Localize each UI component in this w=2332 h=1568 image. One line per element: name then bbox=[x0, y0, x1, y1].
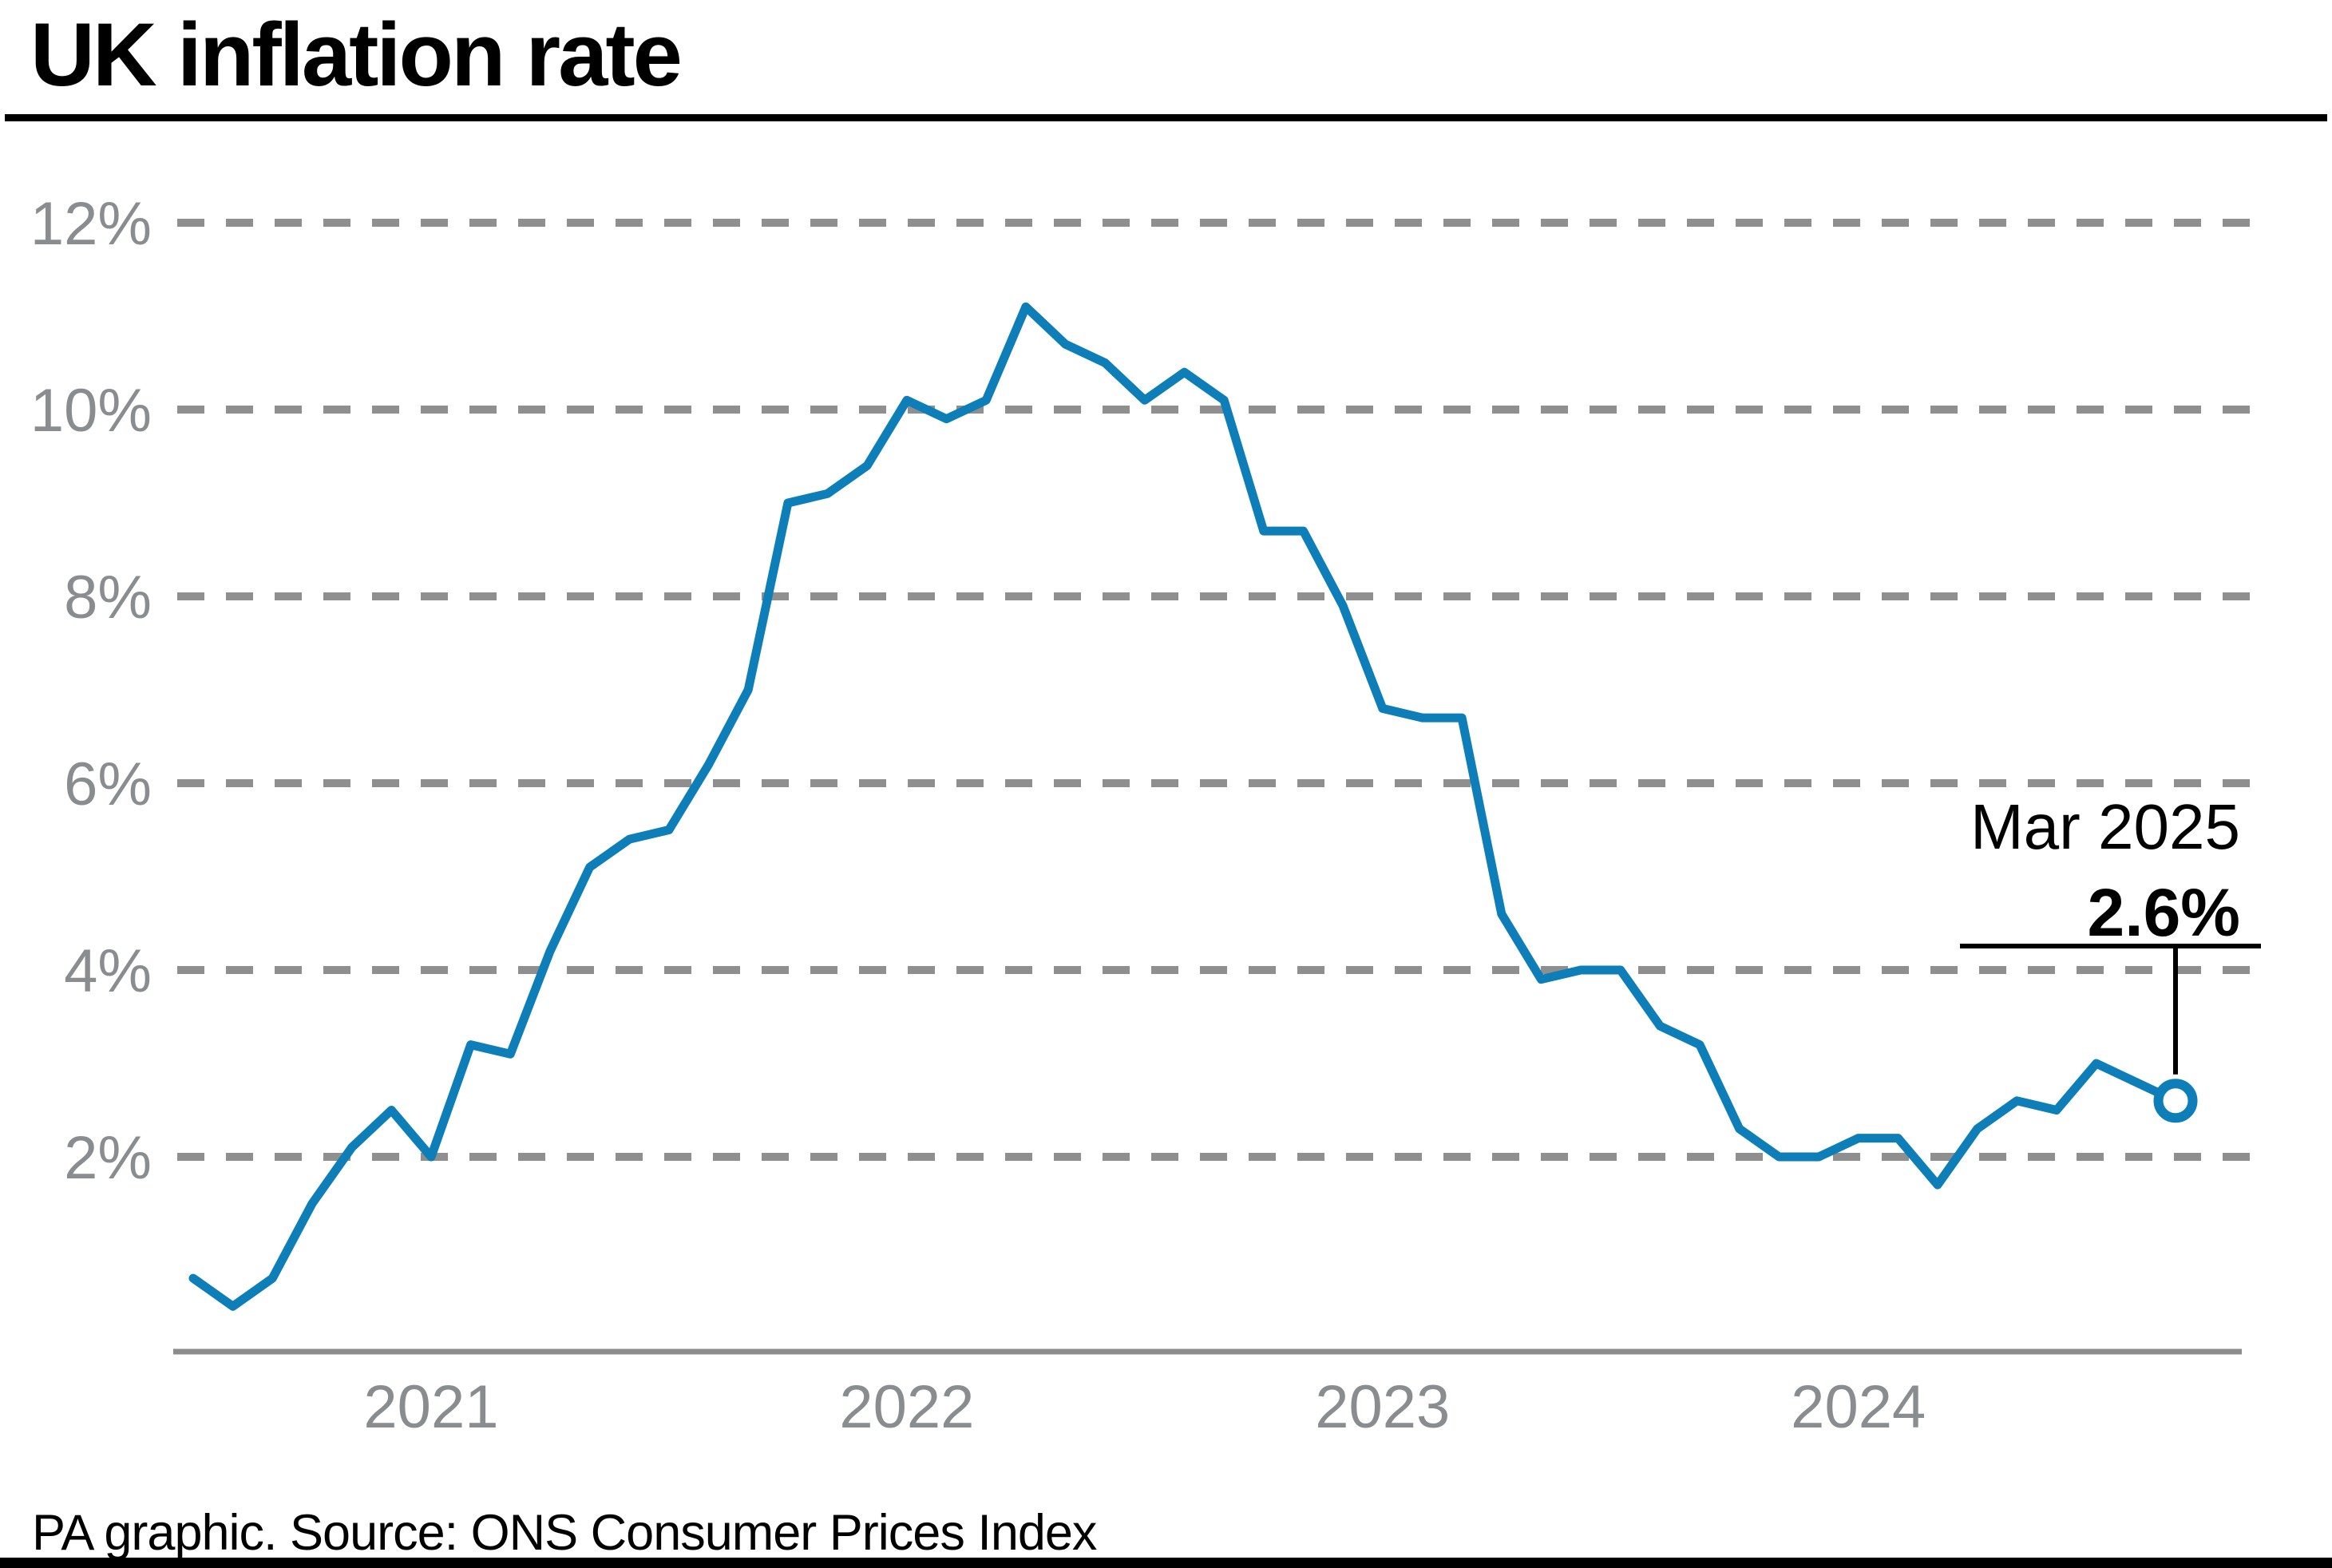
y-tick-label-2%: 2% bbox=[64, 1124, 152, 1192]
inflation-line bbox=[188, 302, 2180, 1311]
bottom-bar bbox=[0, 1558, 2332, 1568]
latest-value-annotation: Mar 2025 2.6% bbox=[1960, 791, 2261, 1075]
page-title: UK inflation rate bbox=[30, 5, 683, 105]
y-tick-label-12%: 12% bbox=[30, 190, 152, 258]
y-tick-label-4%: 4% bbox=[64, 937, 152, 1005]
source-credit: PA graphic. Source: ONS Consumer Prices … bbox=[32, 1505, 1097, 1561]
x-tick-label-2022: 2022 bbox=[839, 1373, 974, 1441]
y-axis-tick-labels: 2% 4% 6% 8% 10% 12% bbox=[30, 190, 152, 1192]
x-tick-label-2023: 2023 bbox=[1315, 1373, 1450, 1441]
annotation-value-label: 2.6% bbox=[2088, 875, 2240, 950]
y-tick-label-6%: 6% bbox=[64, 750, 152, 818]
title-rule bbox=[5, 114, 2327, 121]
y-tick-label-10%: 10% bbox=[30, 377, 152, 445]
x-axis-tick-labels: 2021 2022 2023 2024 bbox=[363, 1373, 1926, 1441]
x-tick-label-2024: 2024 bbox=[1791, 1373, 1926, 1441]
latest-point-marker bbox=[2153, 1079, 2198, 1123]
x-tick-label-2021: 2021 bbox=[363, 1373, 498, 1441]
annotation-date-label: Mar 2025 bbox=[1970, 791, 2240, 862]
y-tick-label-8%: 8% bbox=[64, 564, 152, 632]
gridlines bbox=[177, 219, 2261, 1161]
